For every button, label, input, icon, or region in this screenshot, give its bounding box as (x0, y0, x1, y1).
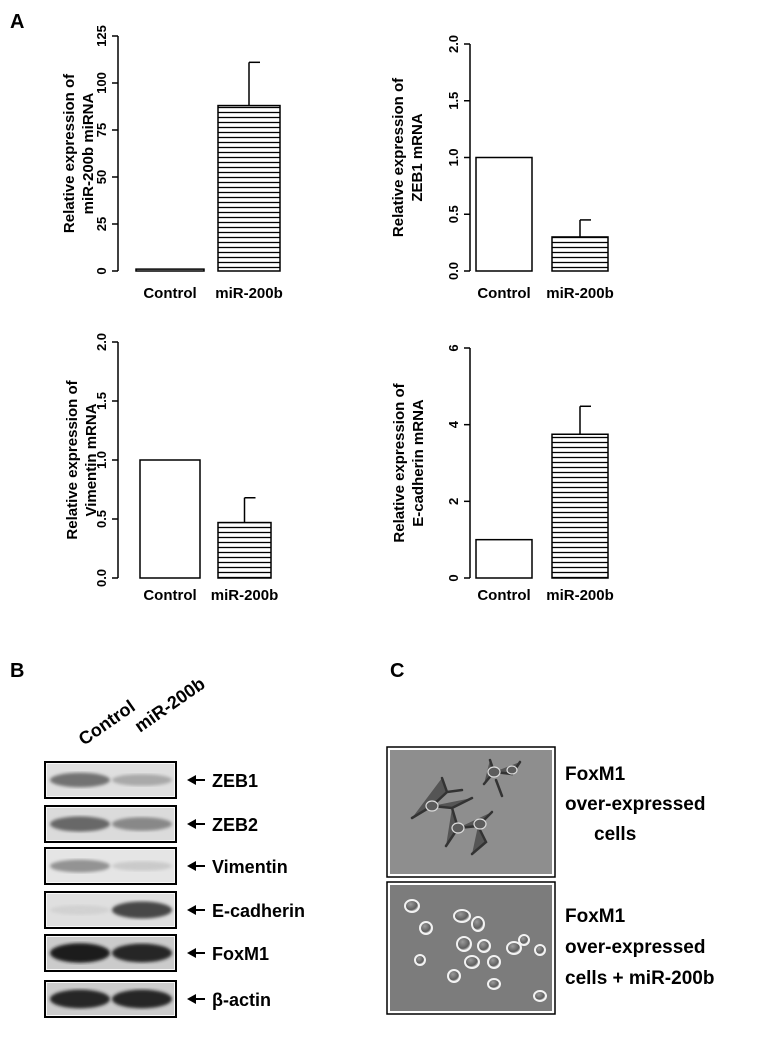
x-category-label: miR-200b (215, 285, 283, 302)
blot-band (50, 943, 110, 963)
band-label: ZEB2 (212, 815, 258, 835)
y-tick-label: 2.0 (94, 333, 109, 351)
y-tick-label: 0 (446, 574, 461, 581)
bar-vimentin-0 (139, 459, 201, 579)
y-tick-label: 0 (94, 267, 109, 274)
y-tick-label: 0.5 (94, 510, 109, 528)
bar-zeb1-0 (475, 156, 533, 272)
caption-1-line-2: over-expressed (565, 794, 705, 815)
arrowhead-icon (187, 948, 196, 958)
blot-band (112, 989, 172, 1009)
y-tick-label: 4 (446, 420, 461, 428)
bar-chart-ecadherin: 0 2 4 6 Relative expression of E-cadherin mRN… (391, 344, 614, 604)
blot-band (112, 901, 172, 919)
panel-letter-b: B (10, 660, 24, 682)
y-tick-label: 2.0 (446, 35, 461, 53)
blot-band (112, 943, 172, 963)
blot-row-vimentin: Vimentin (44, 847, 288, 885)
blot-band (112, 861, 172, 871)
blot-row-actin: β-actin (44, 980, 271, 1018)
blot-band (112, 817, 172, 831)
panel-letter-a: A (10, 11, 24, 33)
y-tick-label: 0.0 (446, 262, 461, 280)
bar-mir200b-0 (135, 268, 205, 272)
bar-mir200b-1 (217, 104, 281, 272)
blot-band (50, 989, 110, 1009)
y-tick-label: 1.0 (446, 148, 461, 166)
caption-1-line-3: cells (594, 824, 636, 845)
x-category-label: miR-200b (546, 285, 614, 302)
y-tick-label: 1.5 (94, 392, 109, 410)
caption-1-line-1: FoxM1 (565, 764, 626, 785)
western-blot-panel: Control miR-200b ZEB1 ZEB2 Vimentin E-cadhe… (44, 673, 305, 1018)
y-tick-label: 100 (94, 72, 109, 94)
y-tick-label: 2 (446, 498, 461, 505)
x-category-label: Control (143, 587, 196, 604)
y-tick-label: 25 (94, 217, 109, 231)
arrowhead-icon (187, 905, 196, 915)
y-axis-label-line-1: Relative expression of (391, 382, 408, 542)
bar-vimentin-1 (217, 521, 272, 579)
lane-label-control: Control (75, 696, 139, 749)
y-tick-label: 125 (94, 25, 109, 47)
panel-letter-c: C (390, 660, 404, 682)
y-tick-label: 6 (446, 344, 461, 351)
x-category-label: miR-200b (546, 587, 614, 604)
y-axis-label-line-2: E-cadherin mRNA (410, 399, 427, 527)
y-axis-label-line-1: Relative expression of (61, 73, 78, 233)
y-tick-label: 1.0 (94, 451, 109, 469)
y-axis-label-line-2: ZEB1 mRNA (409, 113, 426, 202)
x-category-label: Control (143, 285, 196, 302)
x-category-label: Control (477, 587, 530, 604)
y-tick-label: 1.5 (446, 92, 461, 110)
blot-row-ecadherin: E-cadherin (44, 891, 305, 929)
arrowhead-icon (187, 775, 196, 785)
band-label: FoxM1 (212, 944, 269, 964)
caption-2-line-2: over-expressed (565, 937, 705, 958)
blot-band (112, 774, 172, 786)
caption-2-line-3: cells + miR-200b (565, 968, 714, 989)
arrowhead-icon (187, 819, 196, 829)
x-category-label: miR-200b (211, 587, 279, 604)
y-tick-label: 75 (94, 123, 109, 137)
y-tick-label: 50 (94, 170, 109, 184)
y-tick-label: 0.0 (94, 569, 109, 587)
bar-chart-zeb1: 0.0 0.5 1.0 1.5 2.0 Relative expression of ZEB… (390, 35, 614, 302)
blot-band (50, 905, 110, 915)
blot-row-zeb2: ZEB2 (44, 805, 258, 843)
bar-ecadherin-1 (551, 433, 609, 579)
blot-rows: ZEB1 ZEB2 Vimentin E-cadherin FoxM1 β-actin (44, 761, 305, 1018)
band-label: ZEB1 (212, 771, 258, 791)
blot-band (50, 772, 110, 788)
y-tick-label: 0.5 (446, 205, 461, 223)
bar-chart-vimentin: 0.0 0.5 1.0 1.5 2.0 Relative expression of Vim… (64, 333, 278, 604)
y-axis-label-line-2: Vimentin mRNA (83, 403, 100, 516)
bar-ecadherin-0 (475, 538, 533, 579)
band-label: E-cadherin (212, 901, 305, 921)
y-axis-label-line-1: Relative expression of (390, 77, 407, 237)
micrograph-foxm1 (386, 746, 556, 878)
arrowhead-icon (187, 861, 196, 871)
micrograph-foxm1-mir200b (386, 881, 556, 1015)
lane-label-mir200b: miR-200b (131, 673, 209, 736)
bar-zeb1-1 (551, 236, 609, 272)
arrowhead-icon (187, 994, 196, 1004)
x-category-label: Control (477, 285, 530, 302)
caption-2-line-1: FoxM1 (565, 906, 626, 927)
blot-row-foxm1: FoxM1 (44, 934, 269, 972)
band-label: β-actin (212, 990, 271, 1010)
band-label: Vimentin (212, 857, 288, 877)
blot-row-zeb1: ZEB1 (44, 761, 258, 799)
micrograph-panel: FoxM1 over-expressed cells (386, 746, 714, 1015)
y-axis-label-line-1: Relative expression of (64, 379, 81, 539)
y-axis-label-line-2: miR-200b miRNA (80, 92, 97, 214)
blot-band (50, 816, 110, 832)
blot-band (50, 859, 110, 873)
